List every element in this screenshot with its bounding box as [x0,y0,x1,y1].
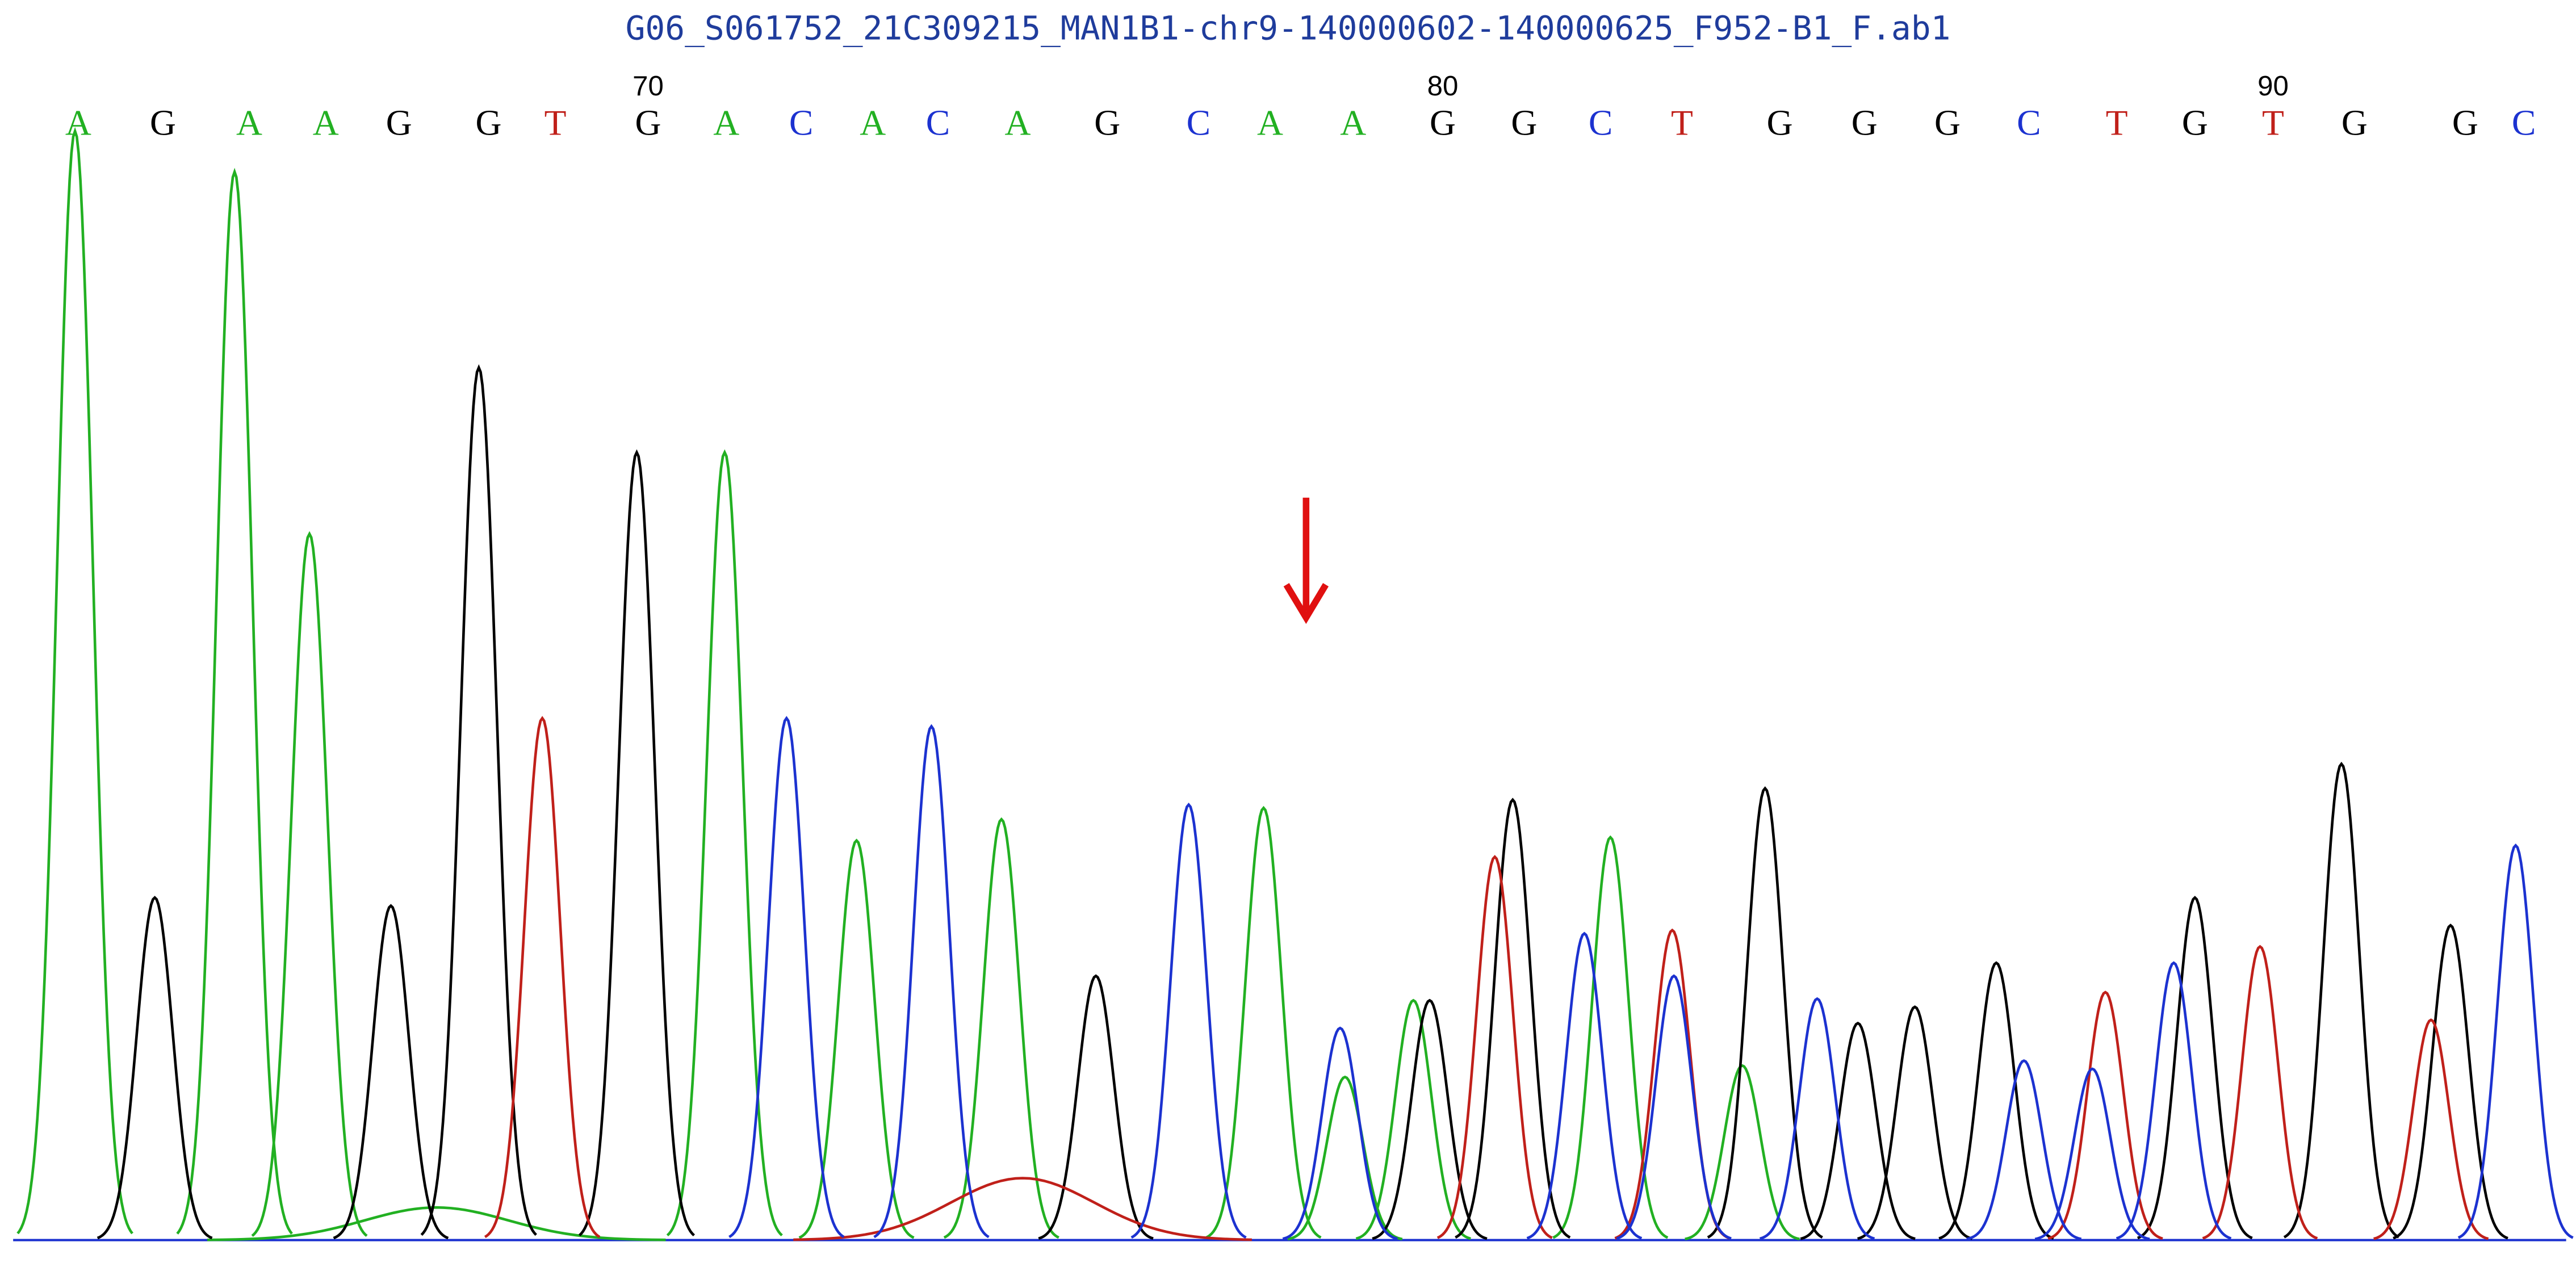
peak [873,724,990,1239]
peak [2457,843,2574,1239]
base-call: G [1511,102,1537,142]
peak [1372,998,1488,1240]
base-call: G [150,102,176,142]
peak [333,904,449,1240]
base-call: A [1005,102,1031,142]
peak [2047,991,2163,1240]
peak [1685,1064,1800,1241]
position-label: 80 [1427,70,1459,102]
base-call: G [2452,102,2478,142]
peak [666,449,783,1237]
peak [2202,945,2318,1240]
peak [1205,805,1322,1239]
base-call: A [65,102,91,142]
peak [1282,1026,1398,1240]
base-call: T [2106,102,2128,142]
peak [1966,1059,2082,1241]
peak [1800,1021,1916,1240]
peak [207,1206,666,1241]
peak [97,896,213,1240]
base-call: G [1767,102,1793,142]
base-call: C [1589,102,1612,142]
base-call: G [1094,102,1120,142]
peak [1130,802,1247,1239]
base-call: G [2342,102,2368,142]
peak [1287,1075,1403,1241]
base-call: G [635,102,661,142]
base-call: C [926,102,950,142]
base-call: A [236,102,262,142]
base-call: A [713,102,739,142]
base-call: G [2182,102,2208,142]
trace [97,364,2508,1240]
arrow-head [1283,583,1329,624]
peak [2116,961,2232,1240]
trace [728,716,2574,1241]
peak [1038,974,1154,1240]
base-call: C [2017,102,2041,142]
base-call: A [313,102,339,142]
peak [176,167,293,1235]
peak [2373,1018,2489,1240]
trace [484,716,2489,1241]
base-call: G [386,102,412,142]
peak [1938,961,2054,1240]
base-call: G [476,102,502,142]
peak [251,531,368,1237]
trace [16,127,1800,1241]
peak [2137,896,2253,1240]
peak [1616,974,1732,1240]
peak [793,1177,1252,1241]
peak [728,716,845,1239]
peak [1436,855,1553,1239]
peak [420,364,537,1236]
peak [1526,931,1643,1240]
peak [798,838,915,1239]
base-call: G [1852,102,1878,142]
chart-title: G06_S061752_21C309215_MAN1B1-chr9-140000… [626,9,1951,47]
base-call: A [1340,102,1366,142]
peak [1552,835,1669,1239]
base-call: T [544,102,567,142]
base-call: A [860,102,886,142]
base-call: C [2512,102,2536,142]
peak [16,127,133,1235]
peak [1857,1005,1973,1240]
peak [484,716,601,1239]
base-call: G [1934,102,1961,142]
base-call: G [1430,102,1456,142]
base-call: A [1257,102,1283,142]
base-call: C [1187,102,1210,142]
peak [1707,786,1823,1239]
peak [2283,761,2400,1239]
position-label: 90 [2257,70,2289,102]
base-call: T [2262,102,2284,142]
base-call: T [1671,102,1693,142]
annotation-arrow [1283,497,1329,624]
position-label: 70 [633,70,664,102]
base-call: C [789,102,813,142]
peak [1759,997,1875,1240]
peak [2393,924,2508,1240]
peak [943,817,1059,1239]
peak [1455,798,1571,1239]
peak [578,449,696,1237]
